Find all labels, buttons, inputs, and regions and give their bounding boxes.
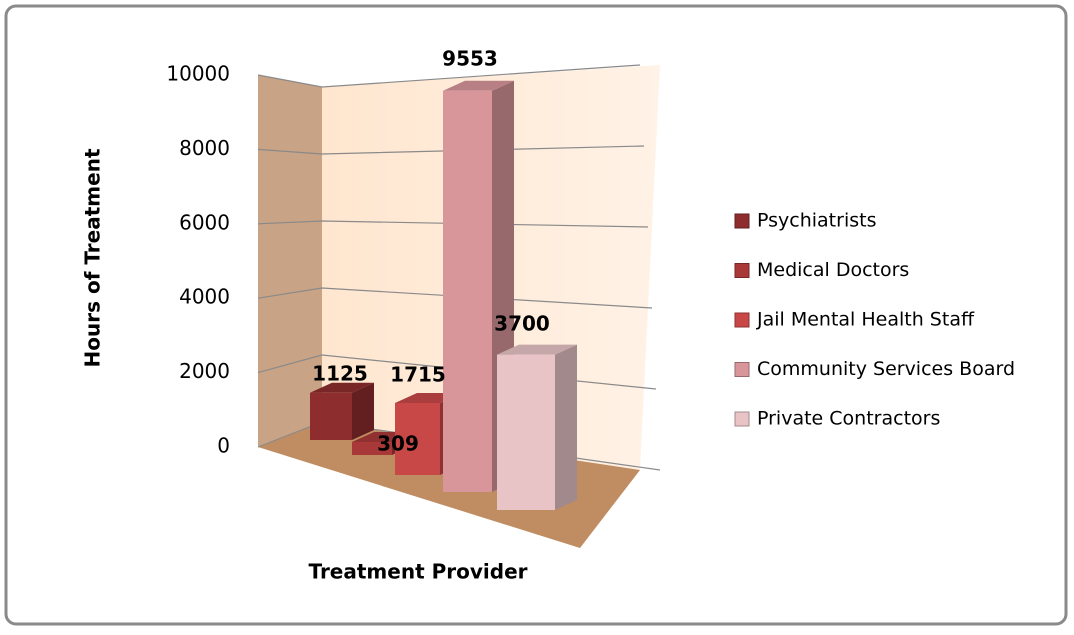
legend-swatch <box>734 213 750 229</box>
grid-line <box>257 220 649 228</box>
y-tick-label: 2000 <box>179 359 230 383</box>
legend-swatch <box>734 263 750 278</box>
bar-top <box>310 382 374 393</box>
legend-label: Psychiatrists <box>757 210 876 232</box>
bar <box>497 344 577 510</box>
bar-front <box>352 442 392 455</box>
legend: Psychiatrists Medical Doctors Jail Mental … <box>734 210 1015 430</box>
grid-line <box>257 145 645 155</box>
y-axis-title: Hours of Treatment <box>81 148 105 367</box>
bars <box>310 80 577 510</box>
legend-swatch <box>734 312 750 328</box>
data-label: 1125 <box>312 362 368 386</box>
bar-front <box>497 354 555 510</box>
bar-top <box>497 344 577 355</box>
y-tick-label: 0 <box>217 434 230 458</box>
bar <box>310 382 374 440</box>
data-label: 9553 <box>442 47 498 71</box>
bar-front <box>443 90 492 493</box>
bar-front <box>310 392 352 440</box>
legend-label: Jail Mental Health Staff <box>756 309 975 331</box>
x-axis-title: Treatment Provider <box>309 560 528 584</box>
bar-side <box>555 344 577 510</box>
legend-label: Medical Doctors <box>757 259 909 281</box>
grid-line <box>257 64 641 88</box>
side-wall <box>258 75 322 447</box>
legend-swatch <box>734 362 750 377</box>
bar-front <box>395 402 440 475</box>
bar-top <box>443 80 514 91</box>
grid: 0 2000 4000 6000 8000 10000 <box>166 62 661 471</box>
bar-side <box>352 382 374 440</box>
y-tick-label: 6000 <box>179 210 230 234</box>
legend-swatch <box>734 411 750 427</box>
y-tick-label: 4000 <box>179 285 230 309</box>
data-label: 1715 <box>390 363 446 387</box>
grid-line <box>257 287 653 309</box>
data-label: 309 <box>377 432 419 456</box>
legend-label: Community Services Board <box>757 358 1015 380</box>
y-tick-label: 8000 <box>179 136 230 160</box>
data-label: 3700 <box>494 312 550 336</box>
y-tick-label: 10000 <box>166 62 230 86</box>
legend-label: Private Contractors <box>757 408 940 430</box>
